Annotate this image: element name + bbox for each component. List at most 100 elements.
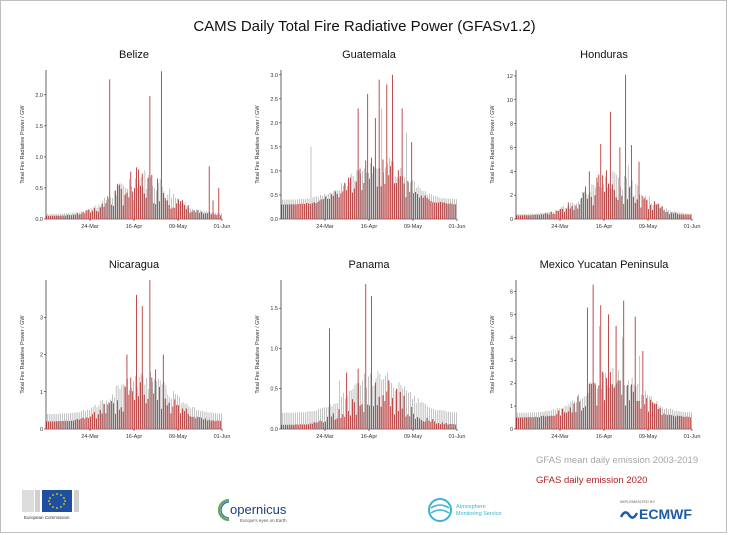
daily-2020-bar	[533, 417, 535, 429]
daily-2020-bar	[567, 202, 569, 219]
mean-bar	[412, 398, 413, 429]
y-tick-label: 1	[40, 390, 43, 396]
daily-2020-bar	[63, 420, 65, 429]
daily-2020-bar	[564, 412, 565, 429]
mean-bar	[301, 412, 302, 429]
daily-2020-bar	[99, 207, 101, 219]
mean-bar	[54, 213, 56, 219]
mean-bar	[142, 186, 144, 219]
daily-2020-bar	[663, 210, 665, 219]
copernicus-logo: opernicus Europe's eyes on Earth	[217, 496, 318, 526]
mean-bar	[194, 209, 195, 219]
daily-2020-bar	[143, 193, 145, 219]
mean-bar	[100, 400, 102, 429]
mean-bar	[539, 213, 541, 219]
mean-bar	[654, 203, 656, 219]
daily-2020-bar	[281, 424, 282, 429]
daily-2020-bar	[405, 416, 407, 429]
daily-2020-bar	[657, 203, 659, 219]
daily-2020-bar	[445, 423, 447, 429]
mean-bar	[595, 187, 597, 219]
mean-bar	[87, 210, 88, 219]
mean-bar	[203, 211, 205, 219]
daily-2020-bar	[327, 198, 328, 219]
mean-bar	[308, 198, 310, 219]
daily-2020-bar	[676, 213, 678, 219]
daily-2020-bar	[615, 325, 617, 429]
mean-bar	[142, 375, 144, 429]
mean-bar	[589, 192, 591, 219]
daily-2020-bar	[317, 201, 319, 219]
mean-bar	[408, 182, 409, 219]
daily-2020-bar	[346, 190, 348, 219]
mean-bar	[520, 412, 522, 429]
daily-2020-bar	[55, 421, 57, 429]
mean-bar	[81, 410, 83, 429]
y-tick-label: 4	[510, 169, 513, 175]
daily-2020-bar	[359, 168, 361, 219]
mean-bar	[677, 411, 679, 429]
daily-2020-bar	[319, 200, 321, 219]
mean-bar	[446, 198, 448, 219]
mean-bar	[528, 412, 530, 429]
daily-2020-bar	[604, 191, 605, 219]
daily-2020-bar	[571, 412, 573, 429]
daily-2020-bar	[636, 400, 638, 429]
mean-bar	[285, 412, 287, 429]
mean-bar	[368, 376, 369, 429]
daily-2020-bar	[50, 215, 51, 219]
mean-bar	[198, 209, 199, 219]
daily-2020-bar	[558, 210, 560, 219]
mean-bar	[303, 198, 304, 219]
mean-bar	[52, 413, 54, 429]
daily-2020-bar	[334, 419, 336, 429]
mean-bar	[406, 390, 407, 429]
daily-2020-bar	[646, 200, 648, 219]
daily-2020-bar	[178, 405, 179, 429]
mean-bar	[681, 212, 683, 219]
daily-2020-bar	[388, 380, 390, 429]
x-tick-label: 09-May	[169, 224, 188, 230]
daily-2020-bar	[147, 398, 149, 429]
daily-2020-bar	[426, 197, 428, 219]
daily-2020-bar	[380, 186, 382, 219]
daily-2020-bar	[151, 174, 153, 219]
daily-2020-bar	[447, 424, 449, 429]
daily-2020-bar	[118, 409, 120, 429]
mean-bar	[356, 383, 358, 429]
mean-bar	[419, 402, 421, 429]
mean-bar	[221, 413, 222, 429]
daily-2020-bar	[346, 372, 348, 429]
daily-2020-bar	[395, 183, 397, 219]
mean-bar	[77, 412, 79, 429]
mean-bar	[133, 380, 134, 429]
daily-2020-bar	[69, 421, 70, 429]
daily-2020-bar	[189, 416, 191, 429]
daily-2020-bar	[321, 199, 323, 219]
mean-bar	[404, 386, 406, 429]
daily-2020-bar	[415, 418, 416, 429]
daily-2020-bar	[447, 203, 449, 219]
daily-2020-bar	[132, 191, 134, 219]
daily-2020-bar	[107, 196, 109, 219]
mean-bar	[375, 378, 377, 429]
mean-bar	[648, 196, 650, 219]
chart-svg: Belize 0.0 0.5 1.0 1.5 2.0 24-Mar 16-Apr 09-May 0…	[20, 49, 230, 230]
daily-2020-bar	[401, 108, 403, 219]
daily-2020-bar	[94, 208, 95, 219]
daily-2020-bar	[363, 412, 365, 429]
mean-bar	[574, 401, 576, 429]
mean-bar	[610, 188, 612, 219]
mean-bar	[173, 193, 174, 219]
daily-2020-bar	[78, 214, 80, 219]
daily-2020-bar	[53, 421, 55, 429]
daily-2020-bar	[95, 418, 97, 429]
mean-bar	[339, 190, 341, 219]
daily-2020-bar	[413, 193, 414, 219]
daily-2020-bar	[583, 192, 584, 219]
daily-2020-bar	[313, 422, 315, 429]
mean-bar	[647, 394, 648, 429]
mean-bar	[196, 209, 197, 219]
mean-bar	[140, 373, 142, 429]
daily-2020-bar	[72, 420, 74, 429]
